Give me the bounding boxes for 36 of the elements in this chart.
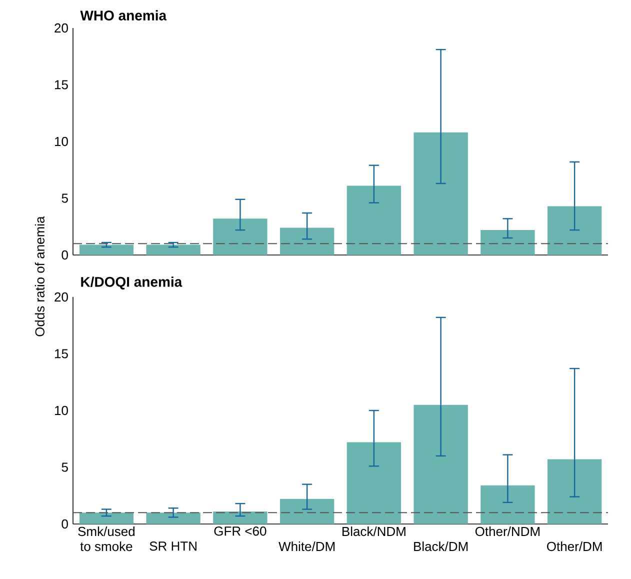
x-tick-label: Other/DM xyxy=(547,542,602,552)
y-tick-label: 20 xyxy=(54,292,68,302)
bar xyxy=(346,442,402,524)
bar xyxy=(79,512,134,524)
y-axis-title: Odds ratio of anemia xyxy=(34,216,44,336)
x-tick-label: GFR <60 xyxy=(214,526,266,536)
bar xyxy=(79,244,134,255)
bar xyxy=(146,244,200,255)
y-tick-label: 20 xyxy=(54,23,68,33)
bar xyxy=(480,230,535,255)
bar xyxy=(213,218,268,255)
y-tick-label: 5 xyxy=(62,462,68,472)
bar xyxy=(547,206,602,255)
y-tick-label: 5 xyxy=(62,194,68,203)
bar xyxy=(213,512,268,524)
chart-title: WHO anemia xyxy=(80,10,167,20)
chart-title: K/DOQI anemia xyxy=(81,276,182,290)
bar xyxy=(480,485,535,524)
bar xyxy=(280,228,334,255)
x-tick-label: Black/NDM xyxy=(342,526,406,536)
x-tick-label: Smk/used to smoke xyxy=(78,526,135,552)
bar xyxy=(146,512,200,524)
x-tick-label: White/DM xyxy=(278,542,335,552)
y-tick-label: 10 xyxy=(55,406,68,416)
x-tick-label: SR HTN xyxy=(150,542,196,551)
bar xyxy=(414,404,468,524)
y-tick-label: 15 xyxy=(55,80,68,90)
y-tick-label: 10 xyxy=(55,136,68,146)
y-tick-label: 0 xyxy=(62,519,68,529)
y-tick-label: 15 xyxy=(55,349,68,358)
bar xyxy=(414,132,468,255)
bar xyxy=(280,499,334,524)
bar xyxy=(346,186,402,255)
y-tick-label: 0 xyxy=(62,250,68,260)
x-tick-label: Other/NDM xyxy=(475,526,540,536)
x-tick-label: Black/DM xyxy=(414,542,468,552)
